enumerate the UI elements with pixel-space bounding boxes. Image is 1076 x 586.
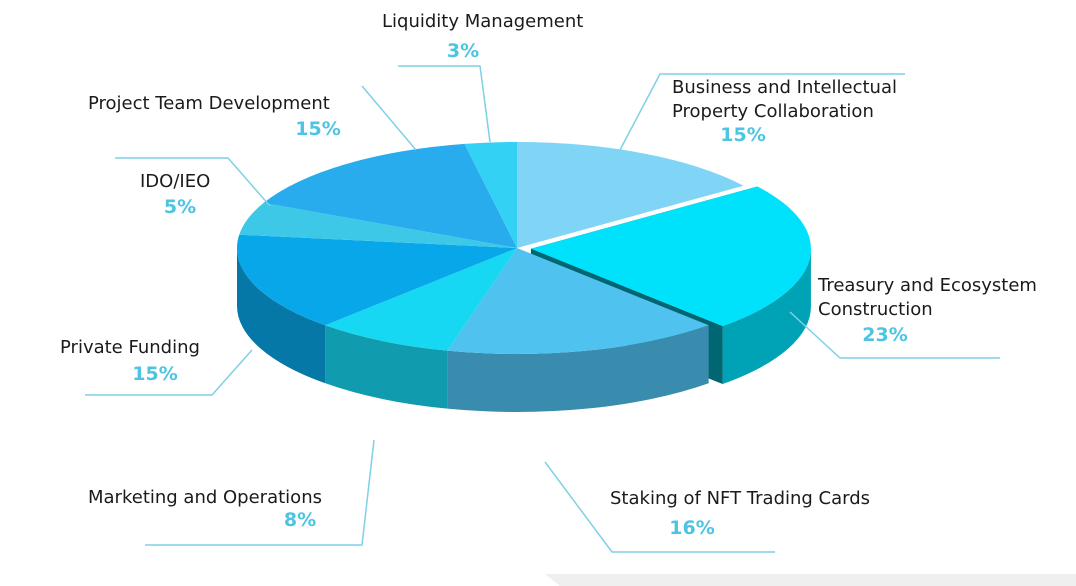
leader-line	[789, 311, 1000, 359]
leader-line	[85, 349, 253, 396]
leader-line	[115, 157, 271, 207]
slice	[263, 143, 517, 248]
slice	[325, 248, 517, 351]
decor	[545, 574, 1076, 586]
slice-label: IDO/IEO	[140, 171, 211, 192]
slice	[447, 248, 709, 354]
slice	[237, 234, 517, 326]
value-label: 5%	[163, 196, 197, 218]
leader-line	[361, 85, 417, 151]
value-label: 15%	[720, 124, 766, 146]
slice	[464, 142, 517, 248]
slice-label: Treasury and Ecosystem Construction	[818, 275, 1037, 320]
leader-line	[145, 439, 375, 546]
slice-label: Liquidity Management	[382, 11, 584, 32]
slice-side	[325, 325, 448, 409]
leader-line	[619, 73, 905, 151]
slice	[239, 202, 517, 248]
leader-line	[398, 65, 491, 143]
value-label: 8%	[283, 509, 317, 531]
slice-label: Staking of NFT Trading Cards	[610, 488, 871, 509]
leader-line	[544, 461, 775, 553]
slice	[530, 186, 811, 327]
slice-side	[722, 248, 811, 385]
slice-side	[237, 248, 326, 384]
slice-side	[447, 325, 709, 412]
value-label: 16%	[669, 517, 715, 539]
slice	[517, 142, 744, 248]
slice-label: Project Team Development	[88, 93, 330, 114]
slice-label: Marketing and Operations	[88, 487, 322, 508]
value-label: 23%	[862, 324, 908, 346]
slice-label: Private Funding	[60, 337, 200, 358]
slice-label: Business and Intellectual Property Colla…	[672, 77, 897, 122]
value-label: 3%	[446, 40, 480, 62]
value-label: 15%	[295, 118, 341, 140]
value-label: 15%	[132, 363, 178, 385]
